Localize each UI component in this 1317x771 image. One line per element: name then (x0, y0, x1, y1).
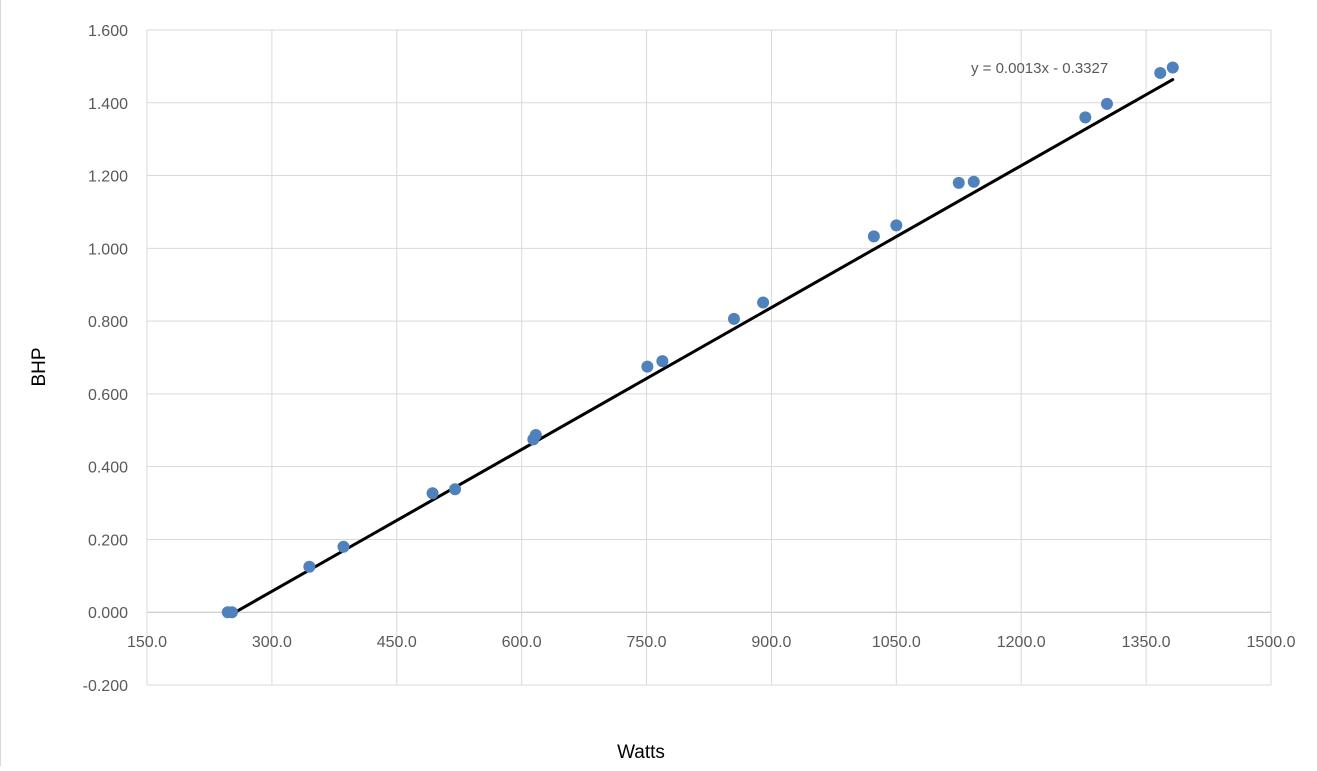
y-tick-label: 0.800 (88, 314, 128, 331)
data-point (337, 540, 350, 553)
data-points (221, 61, 1179, 619)
y-tick-label: 0.200 (88, 532, 128, 549)
data-point (867, 230, 880, 243)
data-point (303, 560, 316, 573)
data-point (1166, 61, 1179, 74)
linear-trendline (230, 78, 1175, 616)
x-tick-label: 900.0 (751, 634, 791, 651)
y-tick-label: 1.000 (88, 241, 128, 258)
data-point (225, 606, 238, 619)
x-tick-label: 1500.0 (1247, 634, 1296, 651)
data-point (1154, 66, 1167, 79)
x-tick-label: 1050.0 (872, 634, 921, 651)
trendline (230, 78, 1175, 616)
data-point (1100, 97, 1113, 110)
data-point (1079, 111, 1092, 124)
data-point (757, 296, 770, 309)
y-tick-label: 0.600 (88, 387, 128, 404)
gridlines (146, 29, 1272, 686)
y-tick-label: -0.200 (83, 678, 128, 695)
trendline-equation-label: y = 0.0013x - 0.3327 (971, 60, 1108, 77)
data-point (967, 175, 980, 188)
y-axis-title: BHP (29, 347, 50, 386)
data-point (952, 176, 965, 189)
y-tick-label: 0.000 (88, 605, 128, 622)
x-tick-label: 300.0 (252, 634, 292, 651)
y-tick-label: 0.400 (88, 460, 128, 477)
y-tick-label: 1.400 (88, 96, 128, 113)
x-axis-title: Watts (617, 742, 665, 763)
data-point (641, 360, 654, 373)
x-tick-label: 150.0 (127, 634, 167, 651)
data-point (727, 312, 740, 325)
data-point (449, 483, 462, 496)
data-point (426, 487, 439, 500)
tick-labels: -0.200 0.000 0.200 0.400 0.600 0.800 1.000 1.20… (83, 23, 1296, 695)
y-tick-label: 1.200 (88, 169, 128, 186)
x-tick-label: 600.0 (502, 634, 542, 651)
y-tick-label: 1.600 (88, 23, 128, 40)
x-tick-label: 450.0 (377, 634, 417, 651)
x-tick-label: 750.0 (627, 634, 667, 651)
x-tick-label: 1200.0 (997, 634, 1046, 651)
data-point (656, 355, 669, 368)
data-point (890, 219, 903, 232)
x-tick-label: 1350.0 (1122, 634, 1171, 651)
data-point (529, 429, 542, 442)
